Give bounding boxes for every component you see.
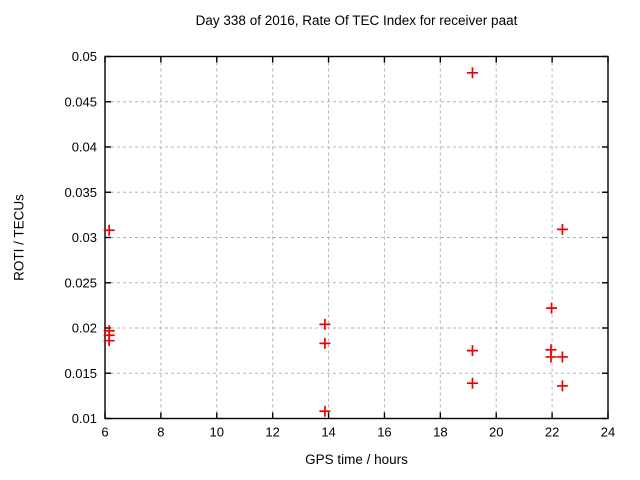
x-tick-label: 6 xyxy=(101,425,108,440)
y-tick-label: 0.025 xyxy=(64,275,97,290)
x-tick-label: 24 xyxy=(601,425,615,440)
data-point-marker xyxy=(545,351,557,363)
x-tick-label: 10 xyxy=(210,425,224,440)
data-point-marker xyxy=(319,337,331,349)
x-tick-label: 8 xyxy=(157,425,164,440)
y-tick-label: 0.01 xyxy=(72,411,97,426)
y-tick-label: 0.05 xyxy=(72,49,97,64)
y-tick-label: 0.04 xyxy=(72,140,97,155)
y-tick-label: 0.02 xyxy=(72,321,97,336)
data-point-marker xyxy=(556,380,568,392)
x-tick-label: 18 xyxy=(433,425,447,440)
x-tick-label: 16 xyxy=(377,425,391,440)
x-tick-label: 22 xyxy=(545,425,559,440)
data-point-marker xyxy=(103,335,115,347)
chart-title: Day 338 of 2016, Rate Of TEC Index for r… xyxy=(195,13,518,28)
data-point-marker xyxy=(319,405,331,417)
x-axis-label: GPS time / hours xyxy=(305,452,408,467)
x-tick-label: 12 xyxy=(265,425,279,440)
y-tick-label: 0.03 xyxy=(72,230,97,245)
data-point-marker xyxy=(466,345,478,357)
data-point-marker xyxy=(319,318,331,330)
y-tick-label: 0.045 xyxy=(64,94,97,109)
data-point-marker xyxy=(556,351,568,363)
x-tick-label: 14 xyxy=(321,425,335,440)
data-point-marker xyxy=(466,67,478,79)
x-tick-label: 20 xyxy=(489,425,503,440)
data-point-marker xyxy=(546,302,558,314)
data-point-marker xyxy=(556,223,568,235)
y-tick-label: 0.035 xyxy=(64,185,97,200)
data-point-marker xyxy=(103,224,115,236)
y-tick-label: 0.015 xyxy=(64,366,97,381)
data-point-marker xyxy=(466,377,478,389)
